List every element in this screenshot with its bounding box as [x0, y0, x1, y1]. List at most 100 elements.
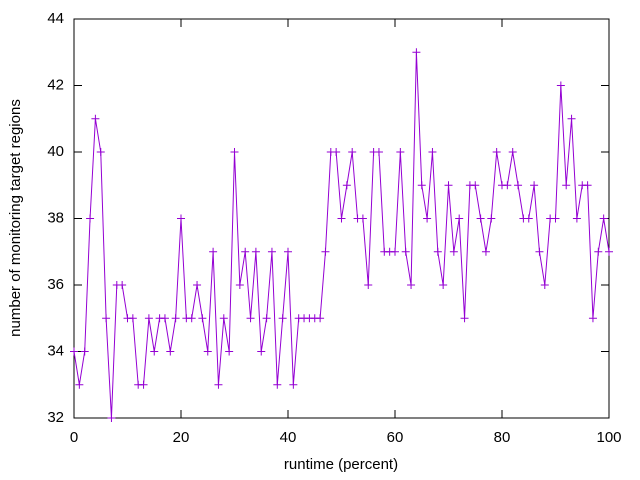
point-marker — [374, 148, 383, 156]
point-marker — [396, 148, 405, 156]
point-marker — [514, 181, 523, 190]
point-marker — [449, 247, 458, 256]
point-marker — [358, 214, 367, 223]
point-marker — [262, 314, 271, 323]
point-marker — [455, 214, 464, 223]
y-tick-label: 44 — [47, 10, 64, 27]
point-marker — [144, 314, 153, 323]
point-marker — [187, 314, 196, 323]
point-marker — [203, 347, 212, 356]
point-marker — [407, 281, 416, 289]
point-marker — [332, 148, 341, 156]
point-marker — [171, 314, 180, 323]
point-marker — [107, 414, 116, 422]
point-marker — [209, 247, 218, 256]
point-marker — [198, 314, 207, 323]
point-marker — [96, 148, 105, 156]
point-marker — [439, 281, 448, 289]
point-marker — [471, 181, 480, 190]
point-marker — [150, 347, 159, 356]
y-tick-label: 40 — [47, 143, 64, 160]
point-marker — [428, 148, 437, 156]
point-marker — [128, 314, 137, 323]
point-marker — [556, 81, 565, 90]
point-marker — [572, 214, 581, 223]
point-marker — [594, 247, 603, 256]
point-marker — [588, 314, 597, 323]
point-marker — [530, 181, 539, 190]
point-marker — [91, 114, 100, 123]
point-marker — [412, 48, 421, 57]
point-marker — [476, 214, 485, 223]
point-marker — [364, 281, 373, 289]
point-marker — [433, 247, 442, 256]
point-marker — [278, 314, 287, 323]
point-marker — [86, 214, 95, 223]
point-marker — [321, 247, 330, 256]
point-marker — [316, 314, 325, 323]
point-marker — [102, 314, 111, 323]
point-marker — [503, 181, 512, 190]
point-marker — [80, 347, 89, 356]
x-tick-label: 60 — [387, 429, 404, 446]
point-marker — [230, 148, 239, 156]
point-marker — [567, 114, 576, 123]
point-marker — [273, 380, 282, 389]
point-marker — [75, 380, 84, 389]
x-tick-label: 20 — [173, 429, 190, 446]
point-marker — [337, 214, 346, 223]
point-marker — [423, 214, 432, 223]
point-marker — [348, 148, 357, 156]
point-marker — [481, 247, 490, 256]
point-marker — [492, 148, 501, 156]
point-marker — [284, 247, 292, 256]
point-marker — [562, 181, 571, 190]
x-tick-label: 100 — [596, 429, 621, 446]
point-marker — [241, 247, 250, 256]
point-marker — [214, 380, 223, 389]
y-axis-label: number of monitoring target regions — [7, 99, 24, 337]
point-marker — [193, 281, 202, 289]
point-marker — [508, 148, 517, 156]
point-marker — [219, 314, 228, 323]
point-marker — [342, 181, 351, 190]
point-marker — [391, 247, 399, 256]
point-marker — [70, 347, 78, 356]
point-marker — [139, 380, 148, 389]
point-marker — [551, 214, 560, 223]
y-tick-label: 36 — [47, 276, 64, 293]
point-marker — [524, 214, 533, 223]
point-marker — [246, 314, 255, 323]
x-tick-label: 80 — [494, 429, 511, 446]
point-marker — [460, 314, 469, 323]
x-tick-label: 40 — [280, 429, 297, 446]
y-tick-label: 42 — [47, 76, 64, 93]
point-marker — [160, 314, 169, 323]
series-line — [73, 52, 610, 419]
point-marker — [401, 247, 410, 256]
y-tick-label: 34 — [47, 342, 64, 359]
point-marker — [599, 214, 608, 223]
y-tick-label: 38 — [47, 209, 64, 226]
point-marker — [583, 181, 592, 190]
point-marker — [487, 214, 496, 223]
point-marker — [251, 247, 260, 256]
point-marker — [540, 281, 549, 289]
point-marker — [444, 181, 453, 190]
y-tick-label: 32 — [47, 409, 64, 426]
point-marker — [166, 347, 175, 356]
point-marker — [289, 380, 298, 389]
point-marker — [417, 181, 426, 190]
point-marker — [267, 247, 276, 256]
x-tick-label: 0 — [70, 429, 78, 446]
point-marker — [118, 281, 127, 289]
point-marker — [177, 214, 185, 223]
point-marker — [605, 247, 613, 256]
point-marker — [225, 347, 234, 356]
x-axis-label: runtime (percent) — [284, 456, 398, 473]
point-marker — [535, 247, 544, 256]
point-marker — [257, 347, 266, 356]
point-marker — [235, 281, 244, 289]
